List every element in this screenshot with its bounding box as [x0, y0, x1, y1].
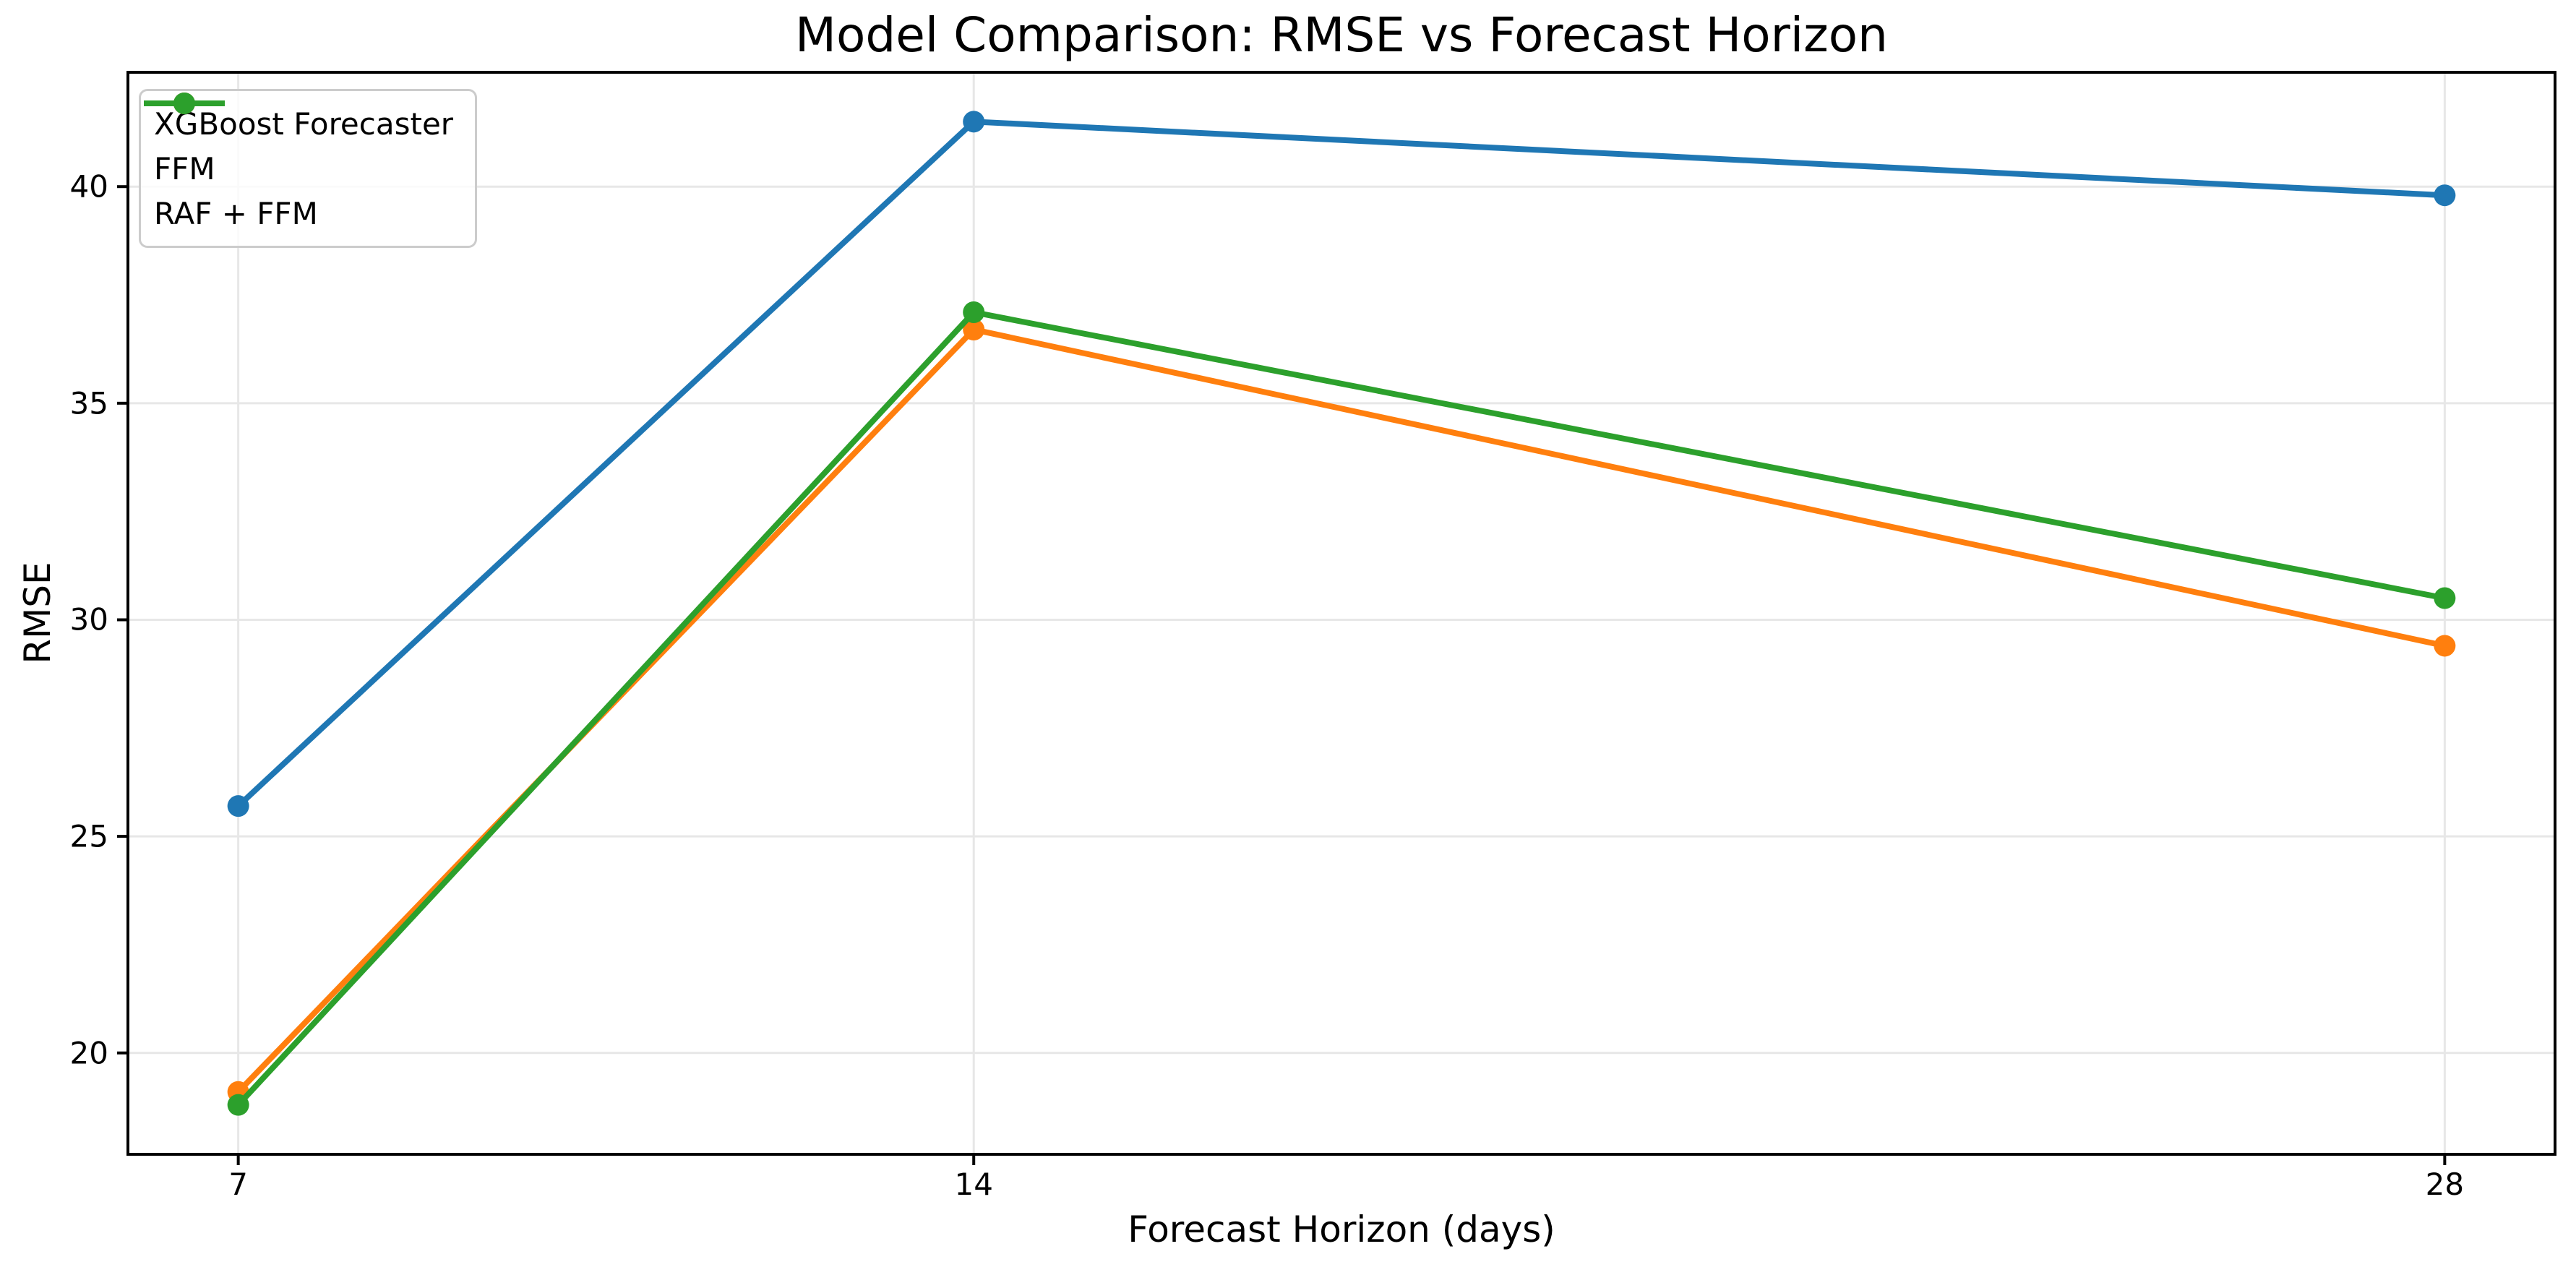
y-tick-label: 35: [69, 385, 108, 421]
gridlines: [128, 72, 2555, 1154]
data-point-marker: [227, 1094, 249, 1116]
y-tick-label: 30: [69, 601, 108, 638]
series-line: [235, 119, 2448, 810]
y-tick-label: 40: [69, 168, 108, 205]
data-point-marker: [963, 111, 985, 133]
data-point-marker: [2434, 635, 2456, 657]
x-tick-label: 7: [228, 1167, 248, 1202]
data-series: [227, 111, 2456, 1116]
data-point-marker: [227, 795, 249, 817]
series-line: [235, 309, 2448, 1108]
legend: XGBoost Forecaster FFM RAF + FFM: [139, 89, 478, 248]
legend-label: RAF + FFM: [154, 195, 318, 231]
chart-title: Model Comparison: RMSE vs Forecast Horiz…: [795, 7, 1888, 63]
axis-ticks: [117, 185, 2447, 1165]
data-point-marker: [963, 318, 985, 340]
legend-label: FFM: [154, 150, 215, 186]
x-tick-label: 28: [2425, 1167, 2465, 1202]
y-tick-label: 25: [69, 818, 108, 854]
y-tick-label: 20: [69, 1035, 108, 1071]
data-point-marker: [2434, 184, 2456, 207]
legend-item-raf-ffm: RAF + FFM: [144, 93, 453, 236]
x-axis-label: Forecast Horizon (days): [1128, 1209, 1555, 1250]
y-axis-label: RMSE: [17, 562, 59, 664]
series-line: [235, 326, 2448, 1095]
legend-label: XGBoost Forecaster: [154, 106, 454, 142]
plot-border-spines: [126, 71, 2556, 1156]
legend-line-marker-icon: [144, 93, 225, 114]
data-point-marker: [963, 301, 985, 324]
legend-item-ffm: FFM: [144, 93, 453, 191]
data-point-marker: [2434, 587, 2456, 609]
x-tick-label: 14: [954, 1167, 993, 1202]
